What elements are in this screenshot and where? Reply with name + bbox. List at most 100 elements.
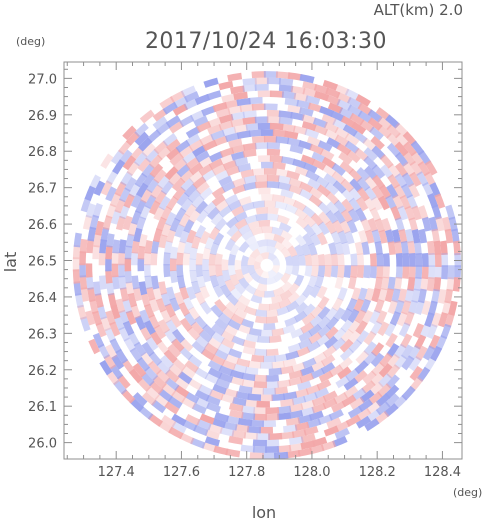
radar-cell bbox=[254, 116, 269, 124]
radar-cell bbox=[160, 180, 174, 195]
radar-cell bbox=[226, 224, 240, 237]
radar-cell bbox=[178, 213, 191, 228]
radar-cell bbox=[171, 421, 187, 434]
radar-cell bbox=[375, 401, 391, 416]
radar-cell bbox=[330, 110, 346, 123]
radar-cell bbox=[293, 125, 308, 136]
radar-cell bbox=[402, 131, 417, 147]
radar-cell bbox=[340, 328, 354, 343]
radar-cell bbox=[202, 269, 211, 283]
radar-cell bbox=[336, 91, 352, 104]
radar-cell bbox=[369, 126, 384, 141]
radar-cell bbox=[325, 94, 341, 106]
radar-cell bbox=[334, 241, 344, 256]
radar-cell bbox=[341, 198, 354, 213]
radar-cell bbox=[364, 229, 375, 244]
radar-cell bbox=[416, 171, 429, 187]
radar-cell bbox=[363, 265, 371, 279]
radar-cell bbox=[248, 241, 260, 252]
radar-cell bbox=[265, 413, 280, 421]
radar-cell bbox=[291, 429, 307, 439]
radar-cell bbox=[393, 354, 408, 370]
radar-cell bbox=[244, 284, 257, 295]
radar-cell bbox=[287, 137, 302, 147]
radar-cell bbox=[346, 219, 358, 234]
radar-cell bbox=[251, 354, 265, 363]
radar-cell bbox=[374, 299, 385, 314]
radar-cell bbox=[302, 87, 318, 98]
radar-cell bbox=[174, 207, 187, 222]
radar-cell bbox=[304, 265, 313, 277]
radar-cell bbox=[162, 101, 178, 115]
radar-cell bbox=[124, 245, 133, 260]
radar-cell bbox=[369, 309, 381, 325]
radar-cell bbox=[358, 398, 374, 413]
radar-cell bbox=[234, 157, 249, 167]
radar-cell bbox=[255, 213, 268, 222]
radar-cell bbox=[140, 188, 153, 204]
radar-cell bbox=[252, 439, 267, 447]
radar-cell bbox=[428, 300, 438, 316]
radar-cell bbox=[402, 150, 416, 166]
radar-cell bbox=[404, 205, 416, 221]
radar-cell bbox=[357, 102, 373, 116]
radar-cell bbox=[313, 124, 329, 136]
radar-cell bbox=[195, 264, 204, 277]
radar-cell bbox=[308, 331, 323, 345]
plot-frame bbox=[63, 61, 463, 460]
radar-cell bbox=[186, 326, 201, 341]
radar-cell bbox=[317, 414, 333, 425]
radar-cell bbox=[110, 209, 122, 225]
radar-cell bbox=[384, 384, 400, 399]
radar-cell bbox=[311, 395, 327, 407]
radar-cell bbox=[142, 172, 156, 188]
x-tick-label: 128.2 bbox=[359, 465, 396, 480]
radar-cell bbox=[421, 265, 429, 280]
radar-field bbox=[72, 71, 462, 459]
radar-cell bbox=[413, 240, 422, 256]
radar-cell bbox=[241, 255, 250, 266]
radar-cell bbox=[324, 182, 339, 196]
radar-cell bbox=[376, 265, 384, 279]
radar-cell bbox=[234, 211, 248, 223]
radar-cell bbox=[191, 340, 206, 354]
radar-cell bbox=[124, 269, 133, 284]
radar-cell bbox=[366, 400, 382, 415]
radar-cell bbox=[268, 432, 283, 440]
radar-cell bbox=[290, 327, 305, 339]
radar-cell bbox=[349, 178, 363, 193]
radar-cell bbox=[156, 174, 171, 190]
radar-cell bbox=[130, 193, 143, 209]
radar-cell bbox=[147, 413, 163, 427]
radar-cell bbox=[261, 452, 277, 459]
radar-cell bbox=[158, 234, 168, 249]
radar-cell bbox=[191, 194, 205, 209]
radar-cell bbox=[260, 270, 270, 279]
radar-cell bbox=[208, 158, 224, 170]
radar-cell bbox=[277, 405, 292, 414]
radar-cell bbox=[423, 171, 437, 187]
radar-cell bbox=[194, 93, 211, 105]
radar-cell bbox=[293, 274, 305, 287]
radar-cell bbox=[107, 292, 118, 308]
radar-cell bbox=[124, 176, 137, 192]
radar-cell bbox=[320, 440, 337, 452]
radar-cell bbox=[251, 71, 266, 79]
radar-cell bbox=[218, 175, 233, 187]
radar-cell bbox=[285, 350, 300, 361]
radar-cell bbox=[299, 365, 315, 377]
radar-cell bbox=[274, 201, 288, 211]
radar-cell bbox=[290, 85, 306, 95]
radar-cell bbox=[125, 281, 135, 296]
radar-cell bbox=[274, 241, 286, 252]
radar-cell bbox=[268, 252, 277, 262]
radar-cell bbox=[188, 139, 204, 152]
radar-cell bbox=[104, 327, 117, 343]
radar-cell bbox=[248, 327, 262, 337]
radar-cell bbox=[400, 183, 413, 199]
radar-cell bbox=[333, 210, 346, 224]
radar-cell bbox=[340, 308, 353, 323]
radar-cell bbox=[378, 363, 393, 378]
radar-cell bbox=[335, 375, 351, 389]
radar-cell bbox=[242, 77, 257, 86]
